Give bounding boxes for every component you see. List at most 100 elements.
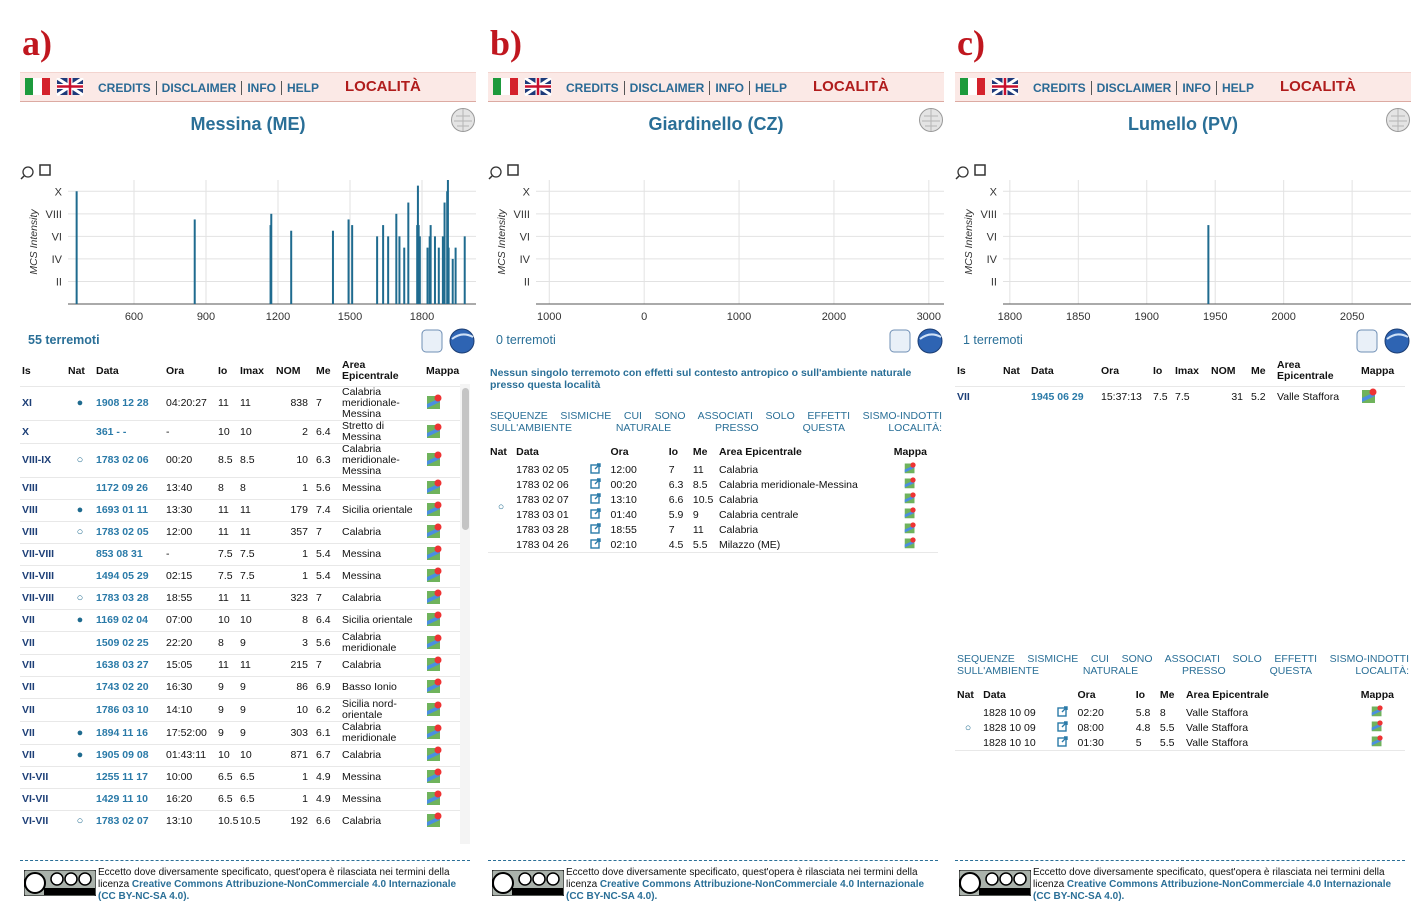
table-cell[interactable]: 1945 06 29 xyxy=(1029,386,1099,408)
table-cell[interactable]: 1638 03 27 xyxy=(94,654,164,677)
table-cell[interactable]: 1786 03 10 xyxy=(94,698,164,722)
table-cell[interactable]: 1894 11 16 xyxy=(94,721,164,745)
map-icon[interactable] xyxy=(426,768,442,784)
map-icon[interactable] xyxy=(426,812,442,828)
earth-icon[interactable] xyxy=(449,328,475,354)
map-icon[interactable] xyxy=(904,477,916,489)
zoom-icon[interactable] xyxy=(490,166,502,178)
csv-icon[interactable] xyxy=(1356,329,1378,353)
nav-link[interactable]: DISCLAIMER xyxy=(1090,81,1171,95)
table-cell[interactable]: 1905 09 08 xyxy=(94,744,164,767)
map-icon[interactable] xyxy=(426,451,442,467)
license-link[interactable]: Creative Commons Attribuzione-NonCommerc… xyxy=(566,879,925,902)
table-cell[interactable]: 1743 02 20 xyxy=(94,676,164,699)
x-tick-label: 600 xyxy=(125,311,143,323)
map-icon[interactable] xyxy=(426,501,442,517)
cc-license-badge[interactable] xyxy=(492,870,564,896)
nav-section[interactable]: LOCALITÀ xyxy=(345,78,421,95)
external-link-icon[interactable] xyxy=(590,462,602,474)
nav-link[interactable]: HELP xyxy=(749,81,787,95)
map-icon[interactable] xyxy=(426,634,442,650)
table-cell[interactable]: 1169 02 04 xyxy=(94,609,164,632)
map-icon[interactable] xyxy=(426,678,442,694)
external-link-icon[interactable] xyxy=(590,507,602,519)
zoom-icon[interactable] xyxy=(957,166,969,178)
map-icon[interactable] xyxy=(426,567,442,583)
map-icon[interactable] xyxy=(1371,705,1383,717)
external-link-icon[interactable] xyxy=(1057,720,1069,732)
table-cell: ○ xyxy=(66,587,94,610)
map-icon[interactable] xyxy=(904,537,916,549)
table-cell[interactable]: 1693 01 11 xyxy=(94,499,164,522)
table-cell[interactable]: 1783 02 05 xyxy=(94,521,164,544)
table-cell[interactable]: 1783 03 28 xyxy=(94,587,164,610)
csv-icon[interactable] xyxy=(421,329,443,353)
map-icon[interactable] xyxy=(904,492,916,504)
nav-section[interactable]: LOCALITÀ xyxy=(813,78,889,95)
map-icon[interactable] xyxy=(426,656,442,672)
license-link[interactable]: Creative Commons Attribuzione-NonCommerc… xyxy=(98,879,457,902)
nav-link[interactable]: DISCLAIMER xyxy=(155,81,236,95)
external-link-icon[interactable] xyxy=(590,477,602,489)
wikipedia-icon[interactable] xyxy=(450,107,476,133)
badge-icon xyxy=(64,872,78,886)
table-cell[interactable]: 853 08 31 xyxy=(94,543,164,566)
map-icon[interactable] xyxy=(904,462,916,474)
table-cell[interactable]: 1783 02 07 xyxy=(94,810,164,832)
wikipedia-icon[interactable] xyxy=(918,107,944,133)
zoom-icon[interactable] xyxy=(22,166,34,178)
wikipedia-icon[interactable] xyxy=(1385,107,1411,133)
external-link-icon[interactable] xyxy=(1057,705,1069,717)
nav-section[interactable]: LOCALITÀ xyxy=(1280,78,1356,95)
save-icon[interactable] xyxy=(507,164,519,176)
map-icon[interactable] xyxy=(426,611,442,627)
csv-icon[interactable] xyxy=(889,329,911,353)
scrollbar-thumb[interactable] xyxy=(462,388,469,530)
nav-link[interactable]: DISCLAIMER xyxy=(623,81,704,95)
nav-link[interactable]: INFO xyxy=(1176,81,1211,95)
map-icon[interactable] xyxy=(426,724,442,740)
map-icon[interactable] xyxy=(426,589,442,605)
earth-icon[interactable] xyxy=(1384,328,1410,354)
map-icon[interactable] xyxy=(426,545,442,561)
table-cell[interactable]: 1429 11 10 xyxy=(94,788,164,811)
cc-license-badge[interactable] xyxy=(24,870,96,896)
map-icon[interactable] xyxy=(426,701,442,717)
map-icon[interactable] xyxy=(904,522,916,534)
nav-link[interactable]: CREDITS xyxy=(98,81,151,95)
nav-link[interactable]: CREDITS xyxy=(1033,81,1086,95)
table-cell[interactable]: 1509 02 25 xyxy=(94,631,164,655)
table-cell[interactable]: 1783 02 06 xyxy=(94,443,164,478)
nav-link[interactable]: INFO xyxy=(709,81,744,95)
table-cell[interactable]: 1494 05 29 xyxy=(94,565,164,588)
external-link-icon[interactable] xyxy=(590,522,602,534)
map-icon[interactable] xyxy=(426,394,442,410)
external-link-icon[interactable] xyxy=(1057,735,1069,747)
license-link[interactable]: Creative Commons Attribuzione-NonCommerc… xyxy=(1033,879,1392,902)
export-icons xyxy=(889,328,943,354)
table-cell[interactable]: 1255 11 17 xyxy=(94,766,164,789)
external-link-icon[interactable] xyxy=(590,537,602,549)
map-icon[interactable] xyxy=(1361,388,1377,404)
map-icon[interactable] xyxy=(426,790,442,806)
map-icon[interactable] xyxy=(426,479,442,495)
nav-link[interactable]: HELP xyxy=(281,81,319,95)
table-cell[interactable]: 1908 12 28 xyxy=(94,386,164,421)
table-cell[interactable]: 361 - - xyxy=(94,420,164,444)
external-link-icon[interactable] xyxy=(590,492,602,504)
save-icon[interactable] xyxy=(974,164,986,176)
nav-link[interactable]: INFO xyxy=(241,81,276,95)
map-icon[interactable] xyxy=(1371,735,1383,747)
earth-icon[interactable] xyxy=(917,328,943,354)
nav-link[interactable]: HELP xyxy=(1216,81,1254,95)
table-cell: 5.4 xyxy=(314,565,340,588)
nav-link[interactable]: CREDITS xyxy=(566,81,619,95)
map-icon[interactable] xyxy=(426,423,442,439)
map-icon[interactable] xyxy=(426,746,442,762)
map-icon[interactable] xyxy=(904,507,916,519)
map-icon[interactable] xyxy=(1371,720,1383,732)
cc-license-badge[interactable] xyxy=(959,870,1031,896)
save-icon[interactable] xyxy=(39,164,51,176)
map-icon[interactable] xyxy=(426,523,442,539)
table-cell[interactable]: 1172 09 26 xyxy=(94,477,164,500)
